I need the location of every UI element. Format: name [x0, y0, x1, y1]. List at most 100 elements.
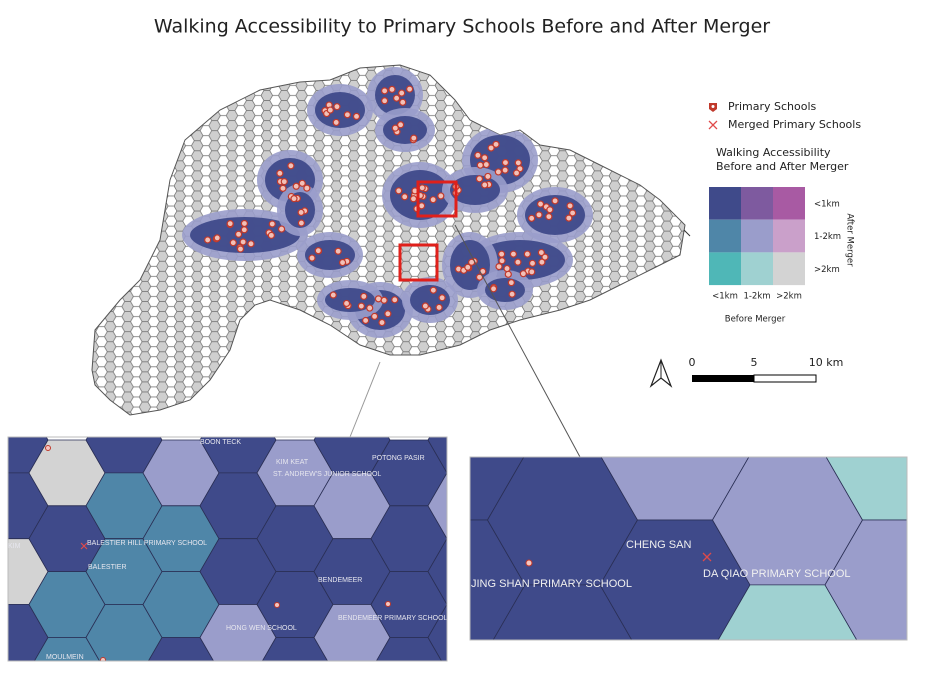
legend-cell — [773, 252, 805, 286]
school — [226, 220, 234, 228]
row-label: >2km — [814, 265, 840, 275]
school — [514, 159, 522, 167]
school — [240, 219, 249, 228]
school — [391, 124, 399, 132]
school — [247, 240, 255, 248]
scale-bar: 0 5 10 km — [689, 356, 844, 383]
school — [385, 601, 391, 607]
legend-cell — [773, 187, 805, 220]
access-zone — [315, 92, 365, 128]
school — [381, 97, 389, 105]
scale-label: 10 km — [809, 356, 844, 369]
hex-cell — [200, 670, 276, 676]
school — [380, 296, 388, 304]
merged-school — [80, 542, 88, 550]
hex-cell — [825, 650, 925, 676]
school — [277, 225, 286, 233]
school — [342, 299, 351, 308]
school — [239, 238, 247, 246]
school — [303, 184, 311, 192]
place-label: BALESTIER HILL PRIMARY SCHOOL — [87, 540, 207, 547]
school — [287, 162, 295, 170]
hex-cell — [0, 670, 48, 676]
hex-cell — [428, 670, 504, 676]
school — [204, 236, 212, 244]
place-label: BENDEMEER — [318, 577, 362, 584]
legend-label: Merged Primary Schools — [728, 118, 861, 131]
school — [546, 206, 554, 214]
school — [537, 248, 545, 257]
school — [381, 87, 389, 95]
school — [528, 259, 537, 267]
school — [398, 89, 406, 97]
school — [535, 211, 543, 219]
school — [523, 250, 531, 258]
hex-cell — [824, 519, 907, 640]
school — [357, 302, 365, 310]
school — [234, 230, 243, 238]
school — [384, 310, 392, 318]
scale-label: 0 — [689, 356, 696, 369]
hex-cell — [427, 604, 447, 661]
legend-cell — [709, 219, 741, 253]
school — [541, 253, 549, 261]
place-label: KIM — [8, 543, 21, 550]
school — [298, 179, 306, 187]
school — [498, 257, 506, 265]
school — [418, 184, 426, 192]
school — [514, 258, 522, 266]
school — [536, 200, 545, 208]
school-icon-dot — [711, 105, 715, 108]
school — [507, 279, 515, 287]
school — [538, 258, 546, 266]
school — [279, 184, 287, 192]
school — [240, 226, 248, 234]
school — [474, 151, 482, 159]
school — [397, 121, 405, 129]
school — [525, 559, 533, 567]
place-label: BOON TECK — [200, 439, 241, 446]
place-label: HONG WEN SCHOOL — [226, 625, 297, 632]
school — [276, 169, 284, 177]
school — [494, 168, 502, 176]
school — [475, 273, 484, 281]
place-label: POTONG PASIR — [372, 455, 425, 462]
merged-icon — [708, 120, 718, 130]
school — [236, 245, 245, 253]
hex-cell — [825, 457, 907, 521]
school — [429, 286, 437, 294]
legend-cell — [773, 219, 805, 253]
school — [481, 181, 489, 189]
school — [476, 161, 484, 169]
school — [429, 196, 437, 204]
school — [484, 172, 492, 181]
legend-cell — [709, 187, 741, 220]
main-map — [91, 64, 691, 458]
col-label: <1km — [712, 292, 738, 302]
school — [334, 247, 342, 255]
school — [280, 178, 288, 186]
hex-cell — [485, 638, 561, 676]
school — [481, 154, 489, 162]
school — [395, 187, 403, 195]
inset-frame — [7, 436, 448, 662]
school — [551, 197, 559, 205]
school — [326, 106, 334, 114]
school — [292, 182, 300, 190]
school — [519, 270, 527, 278]
axis-label: After Merger — [845, 213, 855, 267]
legend-cell — [709, 252, 741, 286]
school — [352, 112, 361, 120]
school — [475, 175, 484, 183]
school — [297, 219, 305, 227]
legend-cell — [741, 252, 773, 286]
school — [509, 250, 518, 258]
school — [569, 209, 577, 217]
place-label: KIM KEAT — [276, 459, 309, 466]
leader-line — [454, 224, 581, 458]
school — [329, 291, 337, 299]
school — [566, 202, 574, 210]
school — [308, 254, 316, 262]
school — [362, 316, 370, 325]
